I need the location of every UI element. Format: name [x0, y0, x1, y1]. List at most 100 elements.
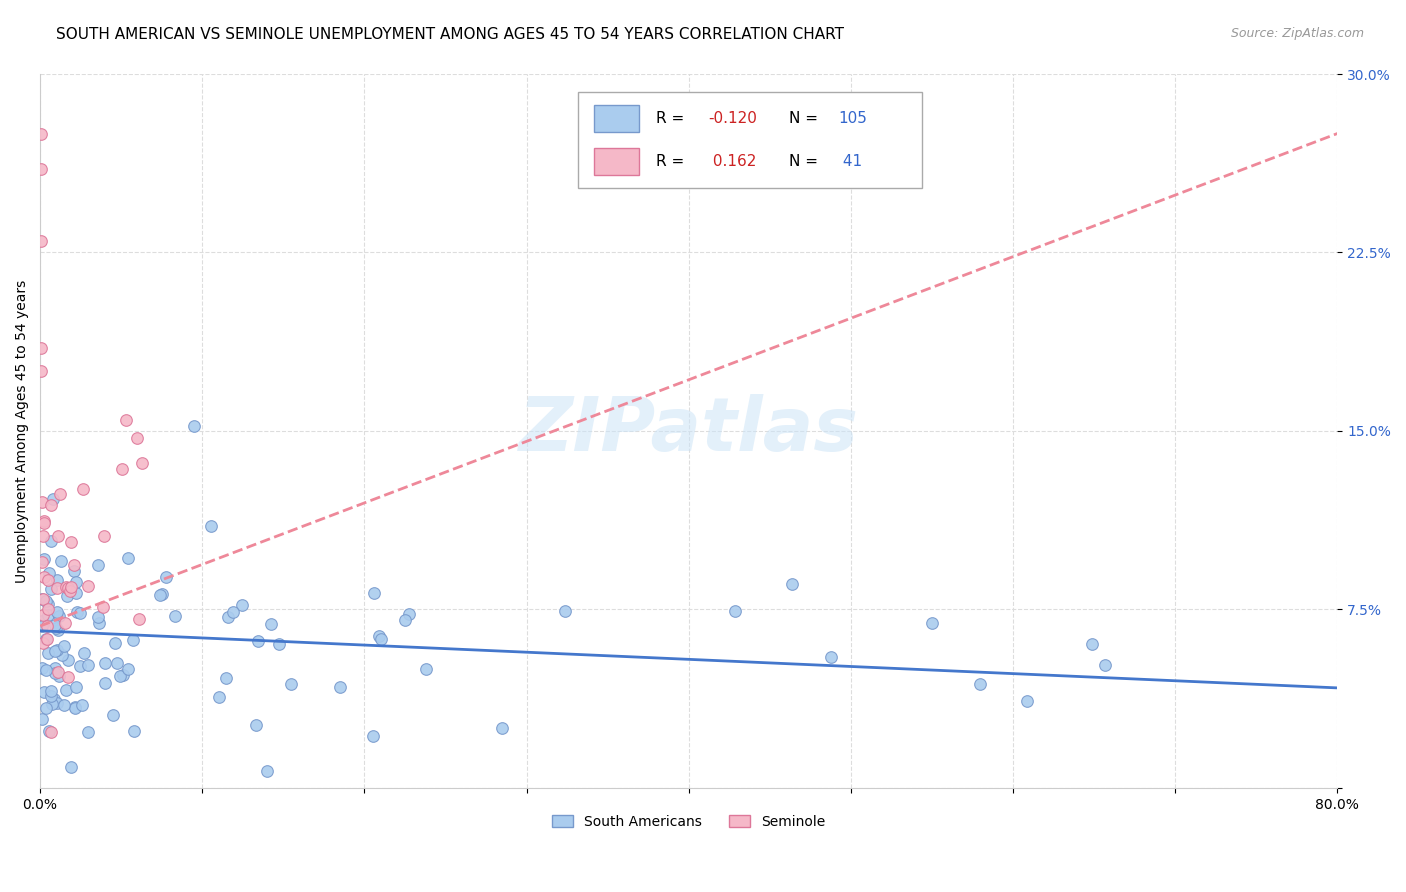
Point: [63, 700, 86, 714]
Point: [77, 658, 100, 673]
Point: [56, 652, 79, 666]
Point: [215, 671, 238, 685]
Point: [231, 598, 253, 612]
Point: [32, 685, 55, 699]
Point: [60, 760, 83, 774]
Point: [37, 574, 59, 588]
Point: [32, 607, 55, 622]
Text: 41: 41: [838, 153, 862, 169]
Point: [65, 681, 87, 695]
Point: [69, 606, 91, 620]
Point: [117, 662, 139, 676]
Point: [46, 623, 69, 637]
Point: [110, 669, 132, 683]
Point: [30, 127, 52, 141]
Point: [1015, 694, 1038, 708]
Point: [34, 516, 56, 530]
Point: [87, 558, 110, 573]
FancyBboxPatch shape: [578, 92, 922, 188]
Point: [31, 591, 53, 606]
Point: [969, 677, 991, 691]
Point: [35, 701, 58, 715]
Point: [45, 643, 67, 657]
Point: [45, 621, 67, 635]
Point: [51, 648, 73, 662]
Point: [149, 588, 172, 602]
Point: [554, 604, 576, 618]
Point: [93, 529, 115, 543]
Point: [152, 586, 174, 600]
Point: [782, 577, 804, 591]
Point: [31, 495, 53, 509]
Text: 105: 105: [838, 112, 868, 127]
Point: [125, 431, 148, 445]
Point: [35, 594, 58, 608]
Point: [63, 558, 86, 572]
Point: [35, 632, 58, 646]
Point: [46, 605, 69, 619]
Point: [87, 610, 110, 624]
Text: SOUTH AMERICAN VS SEMINOLE UNEMPLOYMENT AMONG AGES 45 TO 54 YEARS CORRELATION CH: SOUTH AMERICAN VS SEMINOLE UNEMPLOYMENT …: [56, 27, 844, 42]
Point: [94, 657, 117, 671]
Point: [131, 456, 153, 470]
Point: [58, 581, 80, 595]
Point: [46, 696, 69, 710]
Point: [221, 605, 243, 619]
Point: [60, 534, 83, 549]
Point: [37, 608, 59, 623]
Point: [114, 413, 136, 427]
Point: [256, 764, 278, 779]
Point: [39, 582, 62, 596]
Point: [53, 615, 76, 630]
Point: [491, 722, 513, 736]
Point: [87, 615, 110, 630]
Point: [53, 698, 76, 712]
Point: [415, 662, 437, 676]
Point: [44, 661, 66, 675]
Point: [44, 618, 66, 632]
Point: [31, 555, 53, 569]
Point: [155, 570, 177, 584]
Point: [37, 602, 59, 616]
Point: [363, 586, 385, 600]
Point: [368, 629, 391, 643]
Text: R =: R =: [657, 112, 689, 127]
Point: [94, 676, 117, 690]
Point: [200, 518, 222, 533]
Point: [30, 364, 52, 378]
Point: [55, 683, 77, 698]
Point: [128, 612, 150, 626]
Text: R =: R =: [657, 153, 689, 169]
Point: [46, 529, 69, 543]
Point: [32, 552, 55, 566]
Point: [111, 668, 134, 682]
Text: N =: N =: [789, 153, 823, 169]
Point: [32, 570, 55, 584]
Point: [53, 639, 76, 653]
Point: [117, 551, 139, 566]
Point: [59, 584, 82, 599]
Point: [46, 665, 69, 679]
Point: [34, 663, 56, 677]
Point: [245, 718, 267, 732]
Point: [49, 487, 72, 501]
FancyBboxPatch shape: [595, 105, 640, 132]
Y-axis label: Unemployment Among Ages 45 to 54 years: Unemployment Among Ages 45 to 54 years: [15, 279, 30, 582]
Point: [41, 684, 63, 698]
Point: [32, 529, 55, 543]
Point: [73, 646, 96, 660]
Point: [70, 698, 93, 712]
Point: [31, 661, 53, 675]
Point: [246, 634, 269, 648]
Point: [65, 586, 87, 600]
Point: [91, 599, 114, 614]
Text: -0.120: -0.120: [709, 112, 756, 127]
Point: [267, 637, 290, 651]
Point: [38, 566, 60, 581]
Point: [724, 604, 747, 618]
Point: [44, 644, 66, 658]
Point: [259, 617, 281, 632]
Point: [59, 580, 82, 594]
Point: [44, 665, 66, 680]
Point: [820, 649, 842, 664]
